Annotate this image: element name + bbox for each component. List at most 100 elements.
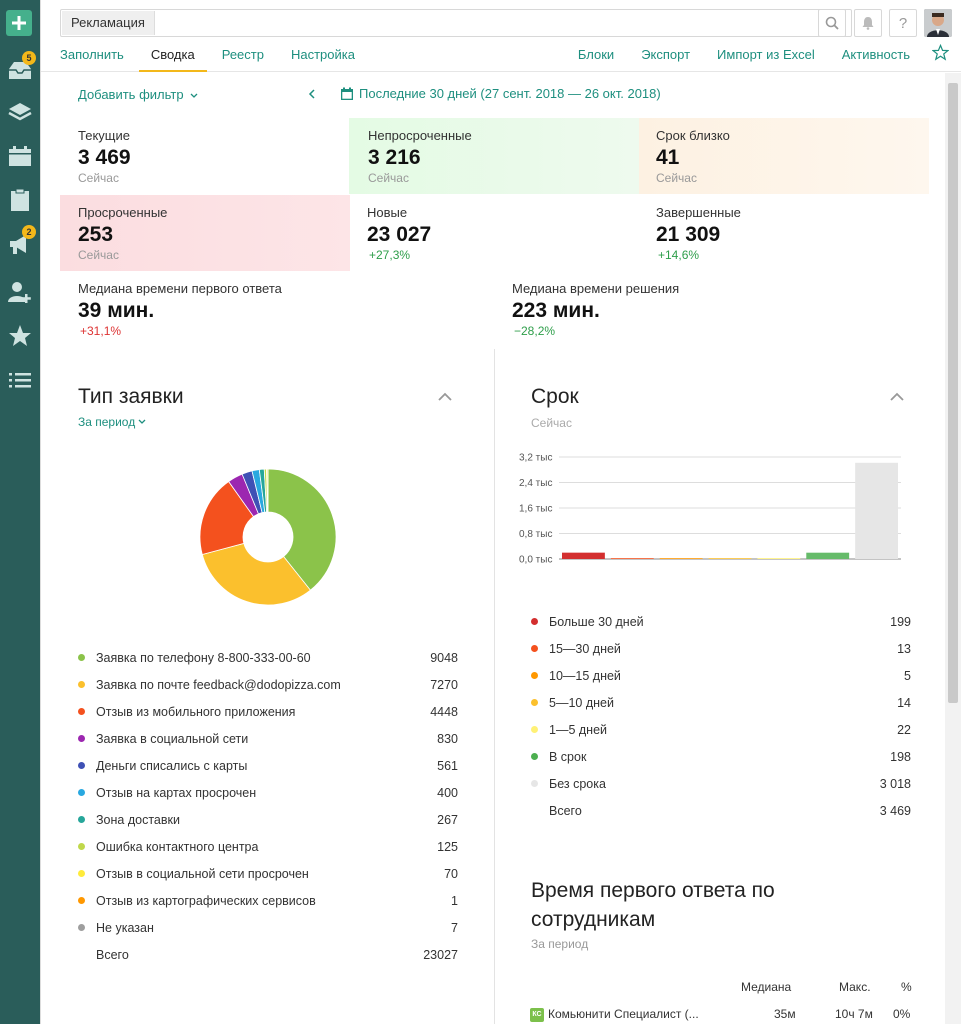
type-legend-item[interactable]: Отзыв в социальной сети просрочен 70 — [78, 860, 458, 887]
legend-total-value: 3 469 — [879, 803, 911, 818]
kpi-due-soon[interactable]: Срок близко 41 Сейчас — [639, 118, 929, 194]
sidebar-item-inbox[interactable]: 5 — [4, 51, 36, 86]
collapse-deadline-chevron-up-icon[interactable] — [890, 392, 904, 402]
type-legend-item[interactable]: Ошибка контактного центра 125 — [78, 833, 458, 860]
deadline-legend-item[interactable]: 15—30 дней 13 — [531, 635, 911, 662]
type-legend-item[interactable]: Заявка по почте feedback@dodopizza.com 72… — [78, 671, 458, 698]
col-max-header[interactable]: Макс. — [839, 980, 871, 994]
deadline-legend-item[interactable]: Без срока 3 018 — [531, 770, 911, 797]
sidebar-item-favorites[interactable] — [4, 320, 36, 352]
sidebar-item-list[interactable] — [4, 364, 36, 396]
avatar[interactable] — [924, 9, 952, 37]
type-period-dropdown[interactable]: За период — [78, 415, 146, 429]
legend-dot — [78, 735, 85, 742]
kpi-current[interactable]: Текущие 3 469 Сейчас — [41, 118, 331, 194]
bar[interactable] — [562, 552, 605, 559]
legend-dot — [531, 618, 538, 625]
tab-registry[interactable]: Реестр — [221, 47, 264, 62]
legend-label: 1—5 дней — [549, 722, 608, 737]
pie-slice[interactable] — [267, 468, 337, 591]
calendar-small-icon — [341, 87, 353, 100]
search-tag[interactable]: Рекламация — [62, 11, 155, 35]
response-row-name[interactable]: КС Комьюнити Специалист (... — [530, 1007, 699, 1022]
sidebar-item-calendar[interactable] — [4, 140, 36, 172]
search-input[interactable]: Рекламация ✕ — [60, 9, 852, 37]
deadline-legend-item[interactable]: 5—10 дней 14 — [531, 689, 911, 716]
bar[interactable] — [757, 558, 801, 559]
tab-activity[interactable]: Активность — [841, 47, 910, 62]
clipboard-icon — [11, 188, 29, 211]
type-legend-total: Всего 23027 — [78, 941, 458, 968]
legend-label: Заявка по телефону 8-800-333-00-60 — [96, 650, 311, 665]
bar[interactable] — [659, 558, 703, 559]
tab-fill[interactable]: Заполнить — [60, 47, 124, 62]
sidebar-item-add-user[interactable] — [4, 276, 36, 308]
kpi-sub: Сейчас — [78, 248, 119, 262]
type-legend-item[interactable]: Деньги списались с карты 561 — [78, 752, 458, 779]
kpi-resolution[interactable]: Медиана времени решения 223 мин. −28,2% — [475, 271, 895, 347]
response-row-median: 35м — [774, 1007, 796, 1021]
pie-slice[interactable] — [201, 542, 311, 606]
scrollbar-thumb[interactable] — [948, 83, 958, 703]
main-tabs: Заполнить Сводка Реестр Настройка — [60, 44, 382, 72]
sidebar-item-megaphone[interactable]: 2 — [4, 225, 36, 260]
kpi-label: Медиана времени решения — [512, 281, 680, 296]
period-selector[interactable]: Последние 30 дней (27 сент. 2018 — 26 ок… — [340, 86, 661, 101]
type-legend-item[interactable]: Не указан 7 — [78, 914, 458, 941]
type-legend-item[interactable]: Отзыв из мобильного приложения 4448 — [78, 698, 458, 725]
deadline-legend-item[interactable]: Больше 30 дней 199 — [531, 608, 911, 635]
response-row-max: 10ч 7м — [835, 1007, 873, 1021]
type-legend-item[interactable]: Зона доставки 267 — [78, 806, 458, 833]
megaphone-badge: 2 — [22, 225, 36, 239]
bar[interactable] — [806, 552, 850, 559]
collapse-type-chevron-up-icon[interactable] — [438, 392, 452, 402]
tab-summary[interactable]: Сводка — [138, 44, 207, 72]
add-filter-button[interactable]: Добавить фильтр — [78, 87, 198, 102]
tab-import-excel[interactable]: Импорт из Excel — [717, 47, 815, 62]
kpi-change: +31,1% — [80, 324, 122, 338]
kpi-first-response[interactable]: Медиана времени первого ответа 39 мин. +… — [41, 271, 461, 347]
deadline-legend-item[interactable]: 1—5 дней 22 — [531, 716, 911, 743]
help-button[interactable]: ? — [889, 9, 917, 37]
legend-dot — [531, 645, 538, 652]
tab-blocks[interactable]: Блоки — [577, 47, 615, 62]
legend-dot — [78, 654, 85, 661]
legend-label: Ошибка контактного центра — [96, 839, 259, 854]
bar[interactable] — [610, 558, 654, 559]
pie-slice[interactable] — [199, 480, 255, 555]
response-subtitle: За период — [531, 937, 589, 951]
type-legend-item[interactable]: Заявка по телефону 8-800-333-00-60 9048 — [78, 644, 458, 671]
y-tick-label: 1,6 тыс — [519, 504, 552, 515]
sidebar-item-clipboard[interactable] — [4, 184, 36, 216]
y-tick-label: 3,2 тыс — [519, 453, 552, 464]
deadline-legend-item[interactable]: 10—15 дней 5 — [531, 662, 911, 689]
col-median-header[interactable]: Медиана — [741, 980, 792, 994]
type-legend-item[interactable]: Отзыв из картографических сервисов 1 — [78, 887, 458, 914]
kpi-overdue[interactable]: Просроченные 253 Сейчас — [60, 195, 350, 271]
plus-icon — [12, 16, 26, 30]
kpi-not-overdue[interactable]: Непросроченные 3 216 Сейчас — [349, 118, 639, 194]
period-prev-button[interactable] — [308, 86, 316, 102]
tab-settings[interactable]: Настройка — [290, 47, 355, 62]
kpi-value: 39 мин. — [78, 299, 155, 322]
chevron-down-icon — [138, 419, 146, 424]
deadline-legend-item[interactable]: В срок 198 — [531, 743, 911, 770]
type-legend-item[interactable]: Отзыв на картах просрочен 400 — [78, 779, 458, 806]
help-icon: ? — [898, 14, 908, 32]
type-section-title: Тип заявки — [78, 385, 184, 408]
notifications-button[interactable] — [854, 9, 882, 37]
kpi-label: Медиана времени первого ответа — [78, 281, 282, 296]
favorite-star-button[interactable] — [931, 43, 950, 64]
type-legend-item[interactable]: Заявка в социальной сети 830 — [78, 725, 458, 752]
col-pct-header[interactable]: % — [901, 980, 912, 994]
legend-label: Больше 30 дней — [549, 614, 644, 629]
tab-export[interactable]: Экспорт — [641, 47, 691, 62]
bar[interactable] — [855, 462, 898, 559]
vertical-scrollbar[interactable] — [945, 73, 961, 1024]
kpi-new[interactable]: Новые 23 027 +27,3% — [349, 195, 639, 271]
kpi-completed[interactable]: Завершенные 21 309 +14,6% — [639, 195, 929, 271]
sidebar-item-layers[interactable] — [4, 96, 36, 128]
bar[interactable] — [708, 558, 752, 559]
search-button[interactable] — [818, 9, 846, 37]
create-button[interactable] — [6, 10, 32, 36]
